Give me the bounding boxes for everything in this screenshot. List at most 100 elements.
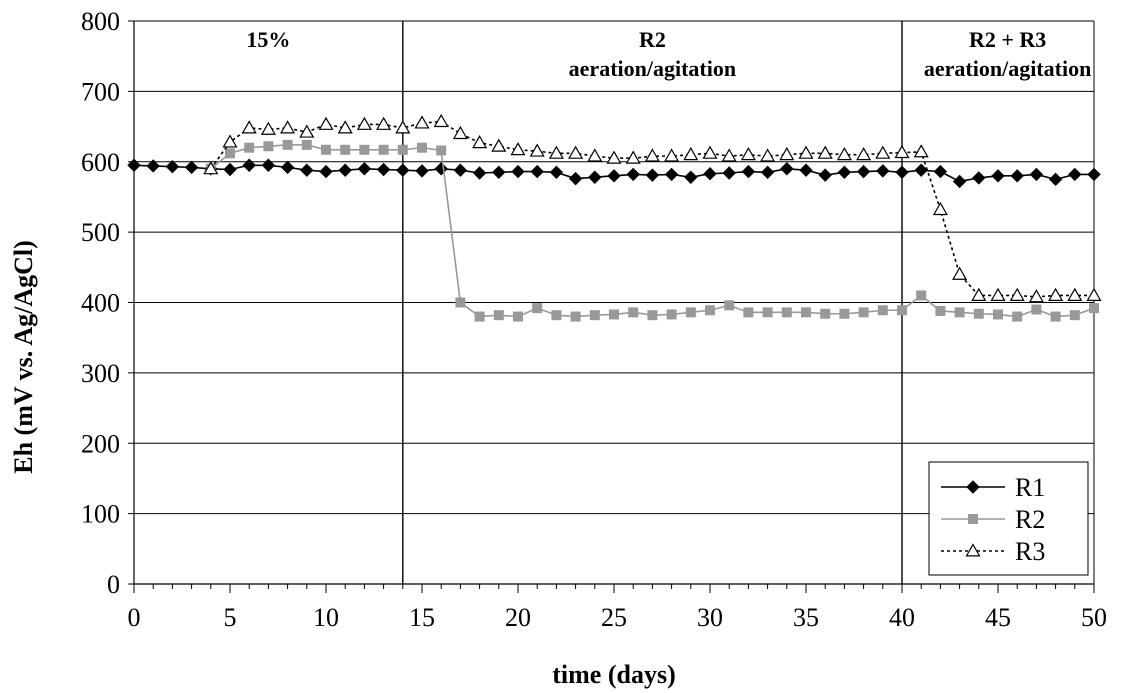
point-R3-5 — [222, 134, 238, 148]
point-R3-44 — [971, 287, 987, 301]
x-tick-label-10: 10 — [313, 603, 339, 632]
annotation-2-line-1: R2 — [639, 27, 666, 52]
y-tick-label-100: 100 — [81, 500, 120, 529]
point-R2-32 — [743, 307, 754, 318]
point-R1-37 — [837, 165, 852, 180]
point-R3-32 — [740, 147, 756, 161]
point-R3-18 — [472, 135, 488, 149]
point-R2-5 — [225, 148, 235, 159]
point-R2-23 — [570, 311, 581, 322]
point-R3-36 — [817, 145, 833, 159]
point-R1-20 — [511, 164, 525, 179]
point-R2-44 — [973, 308, 984, 319]
x-tick-label-30: 30 — [697, 603, 723, 632]
point-R2-11 — [340, 144, 351, 155]
legend-marker-R3 — [965, 543, 981, 557]
point-R2-24 — [589, 310, 600, 321]
point-R3-19 — [491, 138, 507, 152]
point-R3-48 — [1048, 287, 1064, 301]
series-R1 — [127, 158, 1101, 189]
point-R3-40 — [894, 144, 910, 159]
legend-label-R2: R2 — [1015, 505, 1045, 534]
point-R3-25 — [606, 150, 622, 164]
point-R3-28 — [664, 148, 680, 162]
point-R2-18 — [474, 311, 485, 322]
point-R1-22 — [549, 165, 564, 180]
point-R2-20 — [513, 311, 523, 322]
point-R2-41 — [916, 290, 927, 301]
point-R1-45 — [991, 169, 1005, 183]
point-R3-38 — [856, 147, 872, 161]
point-R2-21 — [532, 303, 543, 314]
point-R3-47 — [1028, 289, 1044, 303]
point-R2-48 — [1050, 311, 1061, 322]
point-R2-31 — [724, 300, 735, 311]
legend-marker-R1 — [966, 480, 980, 494]
y-tick-label-500: 500 — [81, 218, 120, 247]
point-R1-47 — [1029, 167, 1044, 182]
point-R2-45 — [993, 309, 1003, 320]
point-R2-34 — [781, 307, 792, 318]
point-R3-35 — [798, 145, 814, 159]
x-tick-label-40: 40 — [889, 603, 915, 632]
point-R1-50 — [1087, 167, 1101, 182]
point-R2-8 — [282, 139, 293, 150]
point-R1-14 — [396, 163, 410, 177]
point-R3-37 — [836, 147, 852, 161]
grid-layer — [134, 20, 1095, 584]
point-R1-48 — [1048, 172, 1063, 187]
point-R3-31 — [721, 148, 737, 162]
point-R1-16 — [434, 162, 448, 176]
point-R2-36 — [820, 308, 831, 319]
point-R1-39 — [876, 164, 890, 178]
point-R2-27 — [647, 310, 658, 321]
point-R2-13 — [378, 144, 389, 155]
point-R3-17 — [452, 125, 468, 140]
point-R1-49 — [1068, 167, 1082, 182]
point-R2-33 — [762, 307, 773, 318]
y-tick-label-200: 200 — [81, 429, 120, 458]
point-R2-15 — [417, 142, 427, 153]
vertical-lines-layer — [402, 21, 903, 584]
point-R1-12 — [357, 162, 372, 176]
point-R1-29 — [684, 170, 698, 184]
point-R1-9 — [300, 163, 314, 177]
y-tick-label-800: 800 — [81, 7, 120, 36]
point-R3-8 — [280, 120, 296, 134]
point-R2-47 — [1031, 304, 1042, 315]
point-R2-46 — [1012, 311, 1023, 322]
point-R3-46 — [1009, 287, 1025, 301]
point-R3-27 — [644, 148, 660, 162]
x-tick-label-45: 45 — [985, 603, 1011, 632]
point-R3-39 — [875, 145, 891, 159]
y-axis-title: Eh (mV vs. Ag/AgCl) — [9, 240, 38, 474]
point-R1-46 — [1010, 169, 1024, 183]
axes-layer: 0 100 200 300 400 500 600 700 800 0 5 10 15 20 25 30 35 4… — [81, 7, 1107, 632]
x-tick-label-20: 20 — [505, 603, 531, 632]
point-R1-42 — [933, 164, 948, 179]
point-R1-5 — [223, 162, 237, 177]
point-R2-42 — [935, 305, 946, 316]
point-R1-7 — [261, 158, 276, 172]
point-R1-6 — [242, 158, 256, 172]
legend-label-R1: R1 — [1015, 473, 1045, 502]
point-R2-10 — [321, 144, 331, 155]
point-R3-24 — [587, 148, 603, 162]
point-R3-4 — [203, 161, 219, 175]
point-R3-41 — [913, 144, 929, 158]
point-R2-49 — [1069, 310, 1080, 321]
x-tick-label-15: 15 — [409, 603, 435, 632]
point-R3-43 — [952, 266, 968, 280]
point-R1-21 — [530, 164, 544, 179]
annotation-3-line-2: aeration/agitation — [924, 56, 1091, 81]
y-tick-label-300: 300 — [81, 359, 120, 388]
point-R3-30 — [702, 145, 718, 159]
point-R2-40 — [897, 305, 907, 316]
point-R2-50 — [1089, 303, 1099, 314]
point-R3-6 — [241, 120, 257, 134]
point-R1-43 — [952, 174, 967, 189]
legend-layer: R1 R2 R3 — [928, 461, 1089, 576]
point-R1-28 — [664, 167, 679, 182]
